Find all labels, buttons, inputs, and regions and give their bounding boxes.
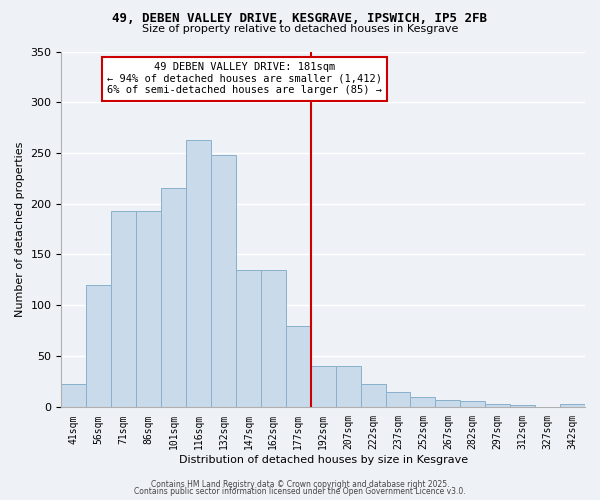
Bar <box>161 188 186 406</box>
Bar <box>286 326 311 406</box>
Bar <box>236 270 261 406</box>
Bar <box>261 270 286 406</box>
Bar <box>460 402 485 406</box>
Bar <box>410 398 436 406</box>
Y-axis label: Number of detached properties: Number of detached properties <box>15 142 25 316</box>
Text: 49 DEBEN VALLEY DRIVE: 181sqm
← 94% of detached houses are smaller (1,412)
6% of: 49 DEBEN VALLEY DRIVE: 181sqm ← 94% of d… <box>107 62 382 96</box>
Text: Contains HM Land Registry data © Crown copyright and database right 2025.: Contains HM Land Registry data © Crown c… <box>151 480 449 489</box>
Bar <box>560 404 585 406</box>
Bar <box>211 155 236 406</box>
Bar <box>510 404 535 406</box>
Bar <box>361 384 386 406</box>
X-axis label: Distribution of detached houses by size in Kesgrave: Distribution of detached houses by size … <box>179 455 468 465</box>
Text: 49, DEBEN VALLEY DRIVE, KESGRAVE, IPSWICH, IP5 2FB: 49, DEBEN VALLEY DRIVE, KESGRAVE, IPSWIC… <box>113 12 487 26</box>
Bar <box>186 140 211 406</box>
Text: Contains public sector information licensed under the Open Government Licence v3: Contains public sector information licen… <box>134 487 466 496</box>
Bar <box>335 366 361 406</box>
Bar <box>136 211 161 406</box>
Bar <box>436 400 460 406</box>
Bar <box>386 392 410 406</box>
Bar <box>61 384 86 406</box>
Bar <box>311 366 335 406</box>
Bar <box>86 285 111 406</box>
Bar <box>485 404 510 406</box>
Bar <box>111 211 136 406</box>
Text: Size of property relative to detached houses in Kesgrave: Size of property relative to detached ho… <box>142 24 458 34</box>
